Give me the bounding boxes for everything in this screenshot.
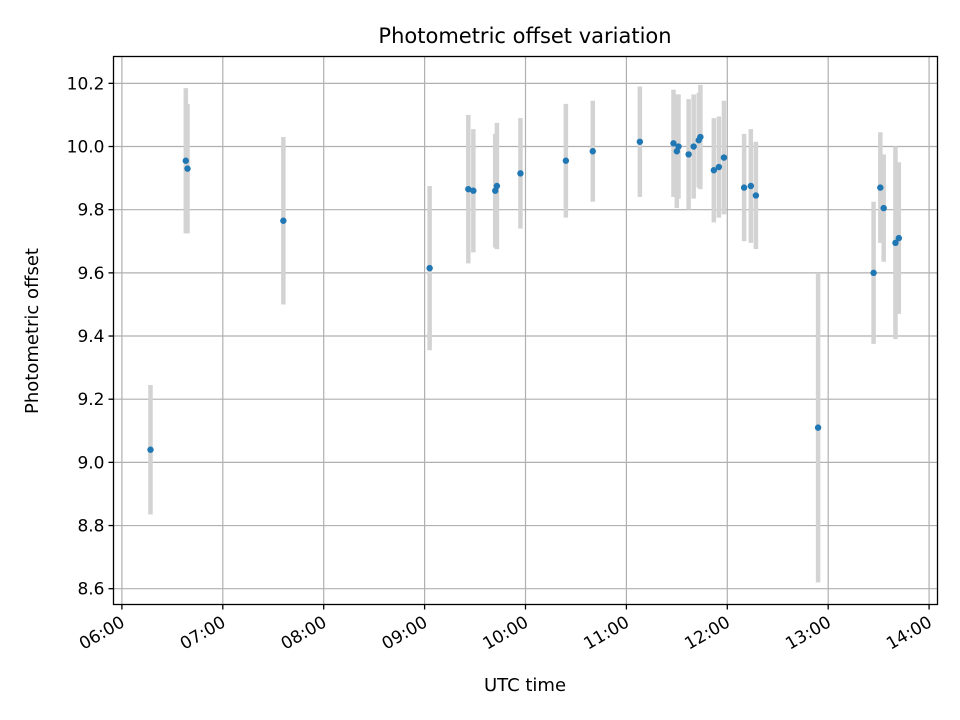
data-point [182,157,190,164]
x-tick-label: 07:00 [177,613,229,655]
data-point [517,170,524,177]
data-point [670,140,677,147]
y-tick-label: 10.2 [67,74,105,94]
tick-layer: 06:00 07:00 08:00 09:00 10:00 11:00 12:00 13:00… [67,74,936,654]
data-point [280,217,287,224]
data-point [690,143,697,150]
x-tick-label: 06:00 [76,613,128,655]
x-tick-label: 14:00 [883,613,935,655]
data-point [147,446,154,453]
y-tick-label: 8.8 [77,517,104,537]
data-point [892,239,899,247]
data-point [493,182,501,190]
errorbar-layer [148,84,902,583]
y-tick-label: 9.0 [77,453,104,473]
y-tick-label: 10.0 [67,138,105,158]
data-point [720,154,728,161]
data-point [562,157,570,164]
x-tick-label: 13:00 [782,613,834,655]
data-point [814,424,822,431]
y-axis-label: Photometric offset [22,248,43,414]
x-tick-label: 09:00 [379,613,431,655]
data-point [636,138,644,145]
data-point [895,234,903,242]
y-tick-label: 9.6 [77,264,104,284]
data-point [589,148,596,155]
data-point [877,184,884,191]
x-tick-label: 08:00 [278,613,330,655]
data-point [184,165,191,172]
data-point [675,143,682,150]
data-point [740,184,748,191]
data-point [880,204,887,212]
data-point [710,167,718,174]
point-layer [147,133,903,453]
data-point [697,133,704,141]
chart-title: Photometric offset variation [378,24,671,48]
y-tick-label: 8.6 [77,580,104,600]
data-point [426,264,433,272]
grid-layer [113,56,938,605]
data-point [870,269,877,277]
x-axis-label: UTC time [484,675,566,696]
x-tick-label: 12:00 [681,613,733,655]
data-point [470,187,477,194]
data-point [685,151,692,158]
data-point [752,192,760,199]
data-point [465,185,472,193]
data-point [715,163,723,171]
y-tick-label: 9.2 [77,390,104,410]
x-tick-label: 10:00 [480,613,532,655]
x-tick-label: 11:00 [580,613,632,655]
y-tick-label: 9.4 [77,327,104,347]
y-tick-label: 9.8 [77,201,104,221]
data-point [747,182,755,190]
